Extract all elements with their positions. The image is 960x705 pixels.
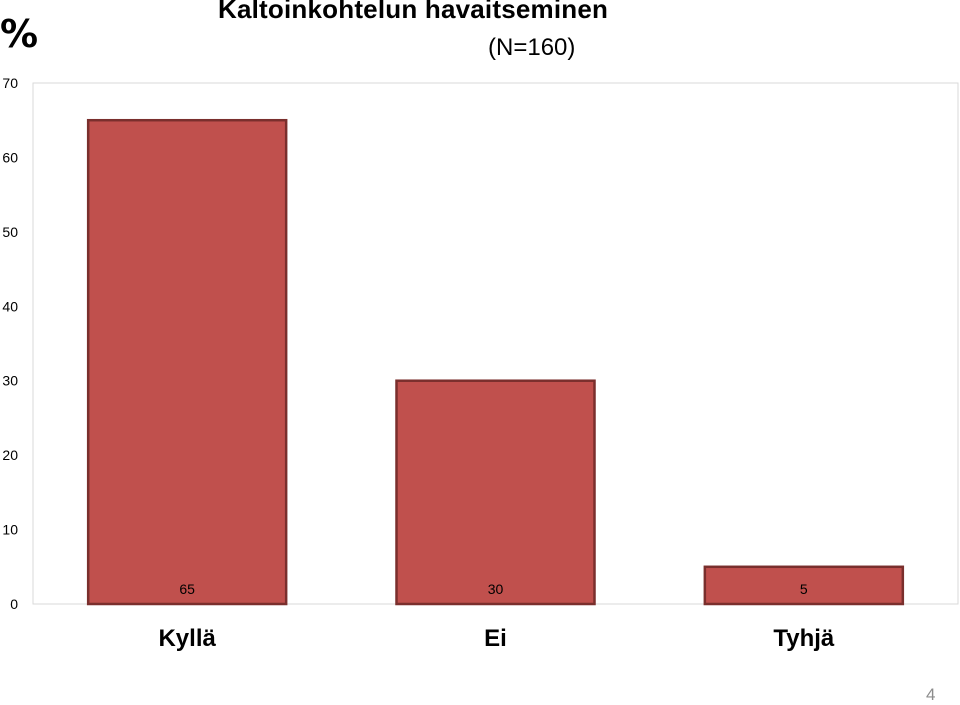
category-labels-group: Kyllä Ei Tyhjä [158, 625, 834, 652]
category-label: Ei [484, 625, 507, 652]
data-label: 30 [488, 581, 504, 597]
bar-ei [395, 379, 596, 606]
y-tick-label: 70 [2, 75, 18, 91]
y-tick-label: 10 [2, 522, 18, 538]
y-tick-label: 0 [10, 596, 18, 612]
bar-tyhjä [703, 565, 905, 606]
bars-group [86, 118, 905, 606]
y-axis-unit: % [0, 12, 39, 56]
y-tick-label: 60 [2, 149, 18, 165]
y-axis-ticks: 0 10 20 30 40 50 60 70 [2, 75, 18, 612]
category-label: Tyhjä [773, 625, 835, 652]
data-labels-group: 65 30 5 [179, 581, 808, 597]
y-tick-label: 30 [2, 373, 18, 389]
y-tick-label: 20 [2, 447, 18, 463]
chart-title: Kaltoinkohtelun havaitseminen [218, 0, 609, 24]
page-number: 4 [926, 685, 936, 704]
data-label: 65 [179, 581, 195, 597]
bar-kyllä [86, 118, 288, 606]
chart-subtitle: (N=160) [488, 34, 576, 61]
y-tick-label: 40 [2, 298, 18, 314]
data-label: 5 [800, 581, 808, 597]
y-tick-label: 50 [2, 224, 18, 240]
category-label: Kyllä [158, 625, 216, 652]
